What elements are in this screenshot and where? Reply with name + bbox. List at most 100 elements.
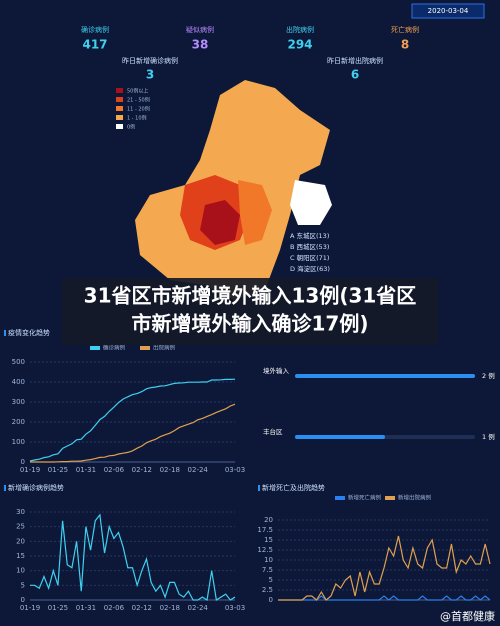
district-label: D 海淀区(63) [290,264,330,273]
stat-value: 294 [287,38,312,52]
title-marker [258,485,260,491]
map-center [200,200,240,245]
stat-label: 死亡病例 [391,25,419,34]
stat-label: 昨日新增出院病例 [327,56,383,65]
x-tick-label: 01-25 [48,466,68,474]
x-tick-label: 02-12 [132,466,152,474]
category-label: 丰台区 [263,427,283,436]
map-pinggu [290,180,332,225]
legend-swatch [116,124,123,129]
y-tick-label: 17.5 [257,526,273,534]
stat-value: 38 [192,38,209,52]
stat-label: 确诊病例 [81,25,109,34]
legend-label: 50例以上 [127,88,148,95]
stat-value: 6 [351,68,359,82]
legend-swatch [385,496,395,500]
y-tick-label: 200 [12,418,25,426]
x-tick-label: 01-31 [76,466,96,474]
map-east [238,180,272,245]
legend-label: 确诊病例 [103,344,126,352]
x-tick-label: 01-19 [20,466,40,474]
legend-swatch [140,346,150,350]
date: 2020-03-04 [428,7,469,15]
legend-label: 11 - 20例 [127,106,150,113]
value-label: 2 例 [482,371,495,380]
stat-value: 417 [82,38,107,52]
headline: 31省区市新增境外输入13例(31省区 [84,284,417,308]
legend-swatch [335,496,345,500]
bar [295,435,385,439]
y-tick-label: 300 [12,398,25,406]
category-label: 境外输入 [263,366,290,375]
x-tick-label: 02-24 [188,466,209,474]
title-marker [4,330,6,336]
line-series [30,513,236,601]
legend-swatch [116,106,123,111]
x-tick-label: 02-18 [160,604,180,612]
y-tick-label: 10 [16,567,25,575]
bar [295,374,475,378]
title-marker [4,485,6,491]
x-tick-label: 02-06 [104,604,125,612]
headline-bg [62,278,438,345]
y-tick-label: 0 [269,596,273,604]
watermark: @首都健康 [440,609,495,623]
x-tick-label: 01-25 [48,604,68,612]
line-series [278,535,491,601]
y-tick-label: 10 [264,556,273,564]
y-tick-label: 12.5 [257,546,273,554]
stat-value: 8 [401,38,409,52]
y-tick-label: 7.5 [262,566,273,574]
x-tick-label: 03-03 [225,466,245,474]
legend-label: 出院病例 [153,344,176,352]
stat-label: 出院病例 [286,25,314,34]
x-tick-label: 02-18 [160,466,180,474]
y-tick-label: 15 [264,536,273,544]
stat-value: 3 [146,68,154,82]
chart-title: 疫情变化趋势 [8,328,50,337]
x-tick-label: 01-19 [20,604,40,612]
line-series [29,378,236,462]
y-tick-label: 20 [16,537,25,545]
legend-label: 新增死亡病例 [348,494,382,502]
chart-title: 新增死亡及出院趋势 [262,483,325,492]
x-tick-label: 02-06 [104,466,125,474]
legend-label: 0例 [127,124,135,131]
x-tick-label: 02-12 [132,604,152,612]
y-tick-label: 0 [21,596,25,604]
headline: 市新增境外输入确诊17例) [132,312,369,336]
headline-band: 31省区市新增境外输入13例(31省区 市新增境外输入确诊17例) [62,278,438,345]
y-tick-label: 500 [12,358,25,366]
y-tick-label: 30 [16,508,25,516]
y-tick-label: 25 [16,523,25,531]
y-tick-label: 100 [12,438,25,446]
legend-swatch [116,115,123,120]
district-label: B 西城区(53) [290,243,329,251]
legend-swatch [116,88,123,93]
value-label: 1 例 [482,432,495,441]
y-tick-label: 2.5 [262,586,273,594]
x-tick-label: 03-03 [225,604,245,612]
x-tick-label: 02-24 [188,604,209,612]
stat-label: 昨日新增确诊病例 [122,56,178,65]
district-label: A 东城区(13) [290,231,329,240]
y-tick-label: 0 [21,458,25,466]
district-label: C 朝阳区(71) [290,253,329,262]
legend-label: 21 - 50例 [127,97,150,104]
y-tick-label: 400 [12,378,25,386]
x-tick-label: 01-31 [76,604,96,612]
y-tick-label: 20 [264,516,273,524]
y-tick-label: 15 [16,552,25,560]
legend-swatch [90,346,100,350]
legend-label: 1 - 10例 [127,115,147,122]
date-box [411,3,485,19]
chart-title: 新增确诊病例趋势 [8,483,64,492]
y-tick-label: 5 [269,576,273,584]
line-series [278,595,491,601]
line-series [30,403,236,463]
map [135,80,332,300]
y-tick-label: 5 [21,581,25,589]
stat-label: 疑似病例 [186,25,214,34]
legend-swatch [116,97,123,102]
